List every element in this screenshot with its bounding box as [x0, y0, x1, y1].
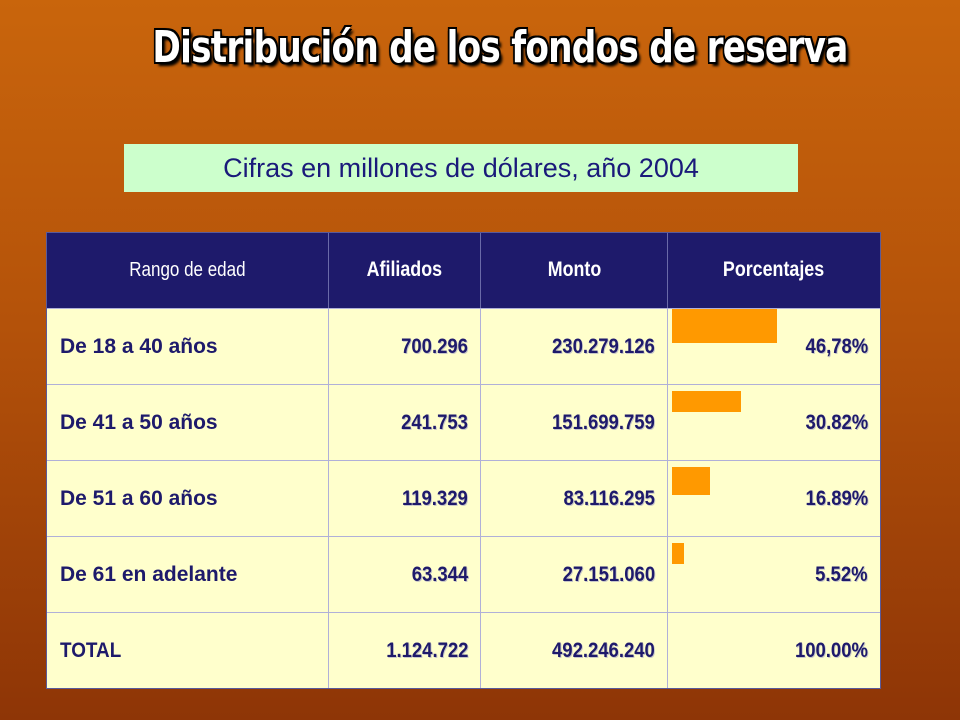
header-afiliados: Afiliados: [329, 232, 481, 308]
header-monto: Monto: [481, 232, 668, 308]
header-porcentajes: Porcentajes: [668, 232, 881, 308]
cell-total-afiliados: 1.124.722: [329, 613, 481, 689]
header-rango-de-edad: Rango de edad: [46, 232, 329, 308]
cell-range: De 41 a 50 años: [46, 385, 329, 460]
percentage-bar: [672, 543, 684, 564]
percentage-bar: [672, 467, 710, 495]
table-header-row: Rango de edad Afiliados Monto Porcentaje…: [46, 232, 881, 308]
cell-afiliados: 63.344: [329, 537, 481, 612]
cell-monto: 83.116.295: [481, 461, 668, 536]
cell-porcentaje: 5.52%: [668, 537, 881, 612]
table-row: De 61 en adelante 63.344 27.151.060 5.52…: [46, 536, 881, 612]
percentage-bar: [672, 309, 777, 343]
table-row: De 51 a 60 años 119.329 83.116.295 16.89…: [46, 460, 881, 536]
cell-monto: 27.151.060: [481, 537, 668, 612]
cell-monto: 230.279.126: [481, 309, 668, 384]
cell-afiliados: 700.296: [329, 309, 481, 384]
funds-table: Rango de edad Afiliados Monto Porcentaje…: [46, 232, 881, 689]
table-total-row: TOTAL 1.124.722 492.246.240 100.00%: [46, 612, 881, 689]
percentage-bar: [672, 391, 741, 412]
slide-subtitle: Cifras en millones de dólares, año 2004: [124, 144, 798, 192]
cell-range: De 51 a 60 años: [46, 461, 329, 536]
table-row: De 41 a 50 años 241.753 151.699.759 30.8…: [46, 384, 881, 460]
slide-title: Distribución de los fondos de reserva: [152, 22, 848, 73]
cell-total-monto: 492.246.240: [481, 613, 668, 689]
cell-range: De 18 a 40 años: [46, 309, 329, 384]
cell-total-porcentaje: 100.00%: [668, 613, 881, 689]
table-row: De 18 a 40 años 700.296 230.279.126 46,7…: [46, 308, 881, 384]
cell-range: De 61 en adelante: [46, 537, 329, 612]
cell-afiliados: 119.329: [329, 461, 481, 536]
cell-afiliados: 241.753: [329, 385, 481, 460]
cell-porcentaje: 16.89%: [668, 461, 881, 536]
cell-total-label: TOTAL: [46, 613, 329, 689]
cell-porcentaje: 30.82%: [668, 385, 881, 460]
cell-monto: 151.699.759: [481, 385, 668, 460]
cell-porcentaje: 46,78%: [668, 309, 881, 384]
